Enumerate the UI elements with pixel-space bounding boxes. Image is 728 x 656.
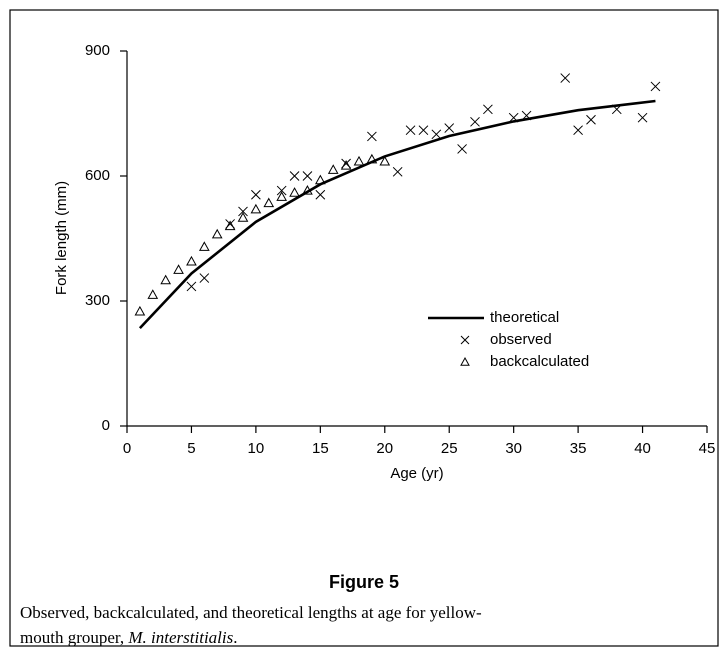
observed-point bbox=[508, 112, 519, 123]
y-axis-label: Fork length (mm) bbox=[53, 181, 70, 295]
x-tick-label: 30 bbox=[505, 440, 522, 457]
x-tick-label: 20 bbox=[376, 440, 393, 457]
observed-point bbox=[431, 129, 442, 140]
observed-point bbox=[405, 125, 416, 136]
caption-species: M. interstitialis bbox=[127, 628, 233, 647]
backcalculated-point bbox=[173, 264, 184, 274]
backcalculated-point bbox=[340, 160, 352, 170]
backcalculated-point bbox=[250, 203, 262, 214]
observed-point bbox=[418, 125, 429, 136]
caption-part: . bbox=[233, 628, 237, 647]
x-tick-label: 35 bbox=[570, 440, 587, 457]
backcalculated-point bbox=[147, 289, 159, 299]
backcalculated-point bbox=[198, 241, 210, 251]
backcalculated-point bbox=[327, 164, 339, 174]
backcalculated-point bbox=[160, 274, 172, 285]
frame bbox=[9, 9, 719, 647]
legend-label: backcalculated bbox=[490, 353, 589, 370]
observed-point bbox=[457, 144, 467, 154]
backcalculated-point bbox=[353, 155, 365, 166]
observed-point bbox=[276, 185, 287, 196]
observed-point bbox=[560, 73, 571, 83]
caption: mouth grouper, M. interstitialis. bbox=[20, 628, 237, 647]
backcalculated-point bbox=[237, 212, 249, 222]
backcalculated-point bbox=[379, 155, 391, 166]
y-tick-label: 900 bbox=[85, 42, 110, 59]
caption-part: mouth grouper, bbox=[20, 628, 128, 647]
observed-point bbox=[521, 110, 532, 121]
observed-point bbox=[186, 281, 197, 292]
observed-point bbox=[650, 81, 661, 92]
backcalculated-point bbox=[211, 228, 223, 239]
x-tick-label: 15 bbox=[312, 440, 329, 457]
x-tick-label: 5 bbox=[187, 440, 195, 457]
backcalculated-point bbox=[134, 305, 146, 316]
observed-point bbox=[289, 171, 300, 181]
figure-label: Figure 5 bbox=[329, 572, 399, 592]
observed-point bbox=[251, 189, 261, 200]
observed-point bbox=[392, 166, 403, 177]
observed-point bbox=[238, 206, 248, 217]
y-tick-label: 300 bbox=[85, 292, 110, 309]
legend-marker bbox=[460, 335, 470, 345]
observed-point bbox=[444, 123, 455, 133]
y-tick-label: 600 bbox=[85, 167, 110, 184]
x-tick-label: 10 bbox=[248, 440, 265, 457]
caption: Observed, backcalculated, and theoretica… bbox=[20, 603, 482, 622]
backcalculated-point bbox=[302, 185, 313, 195]
backcalculated-point bbox=[314, 174, 326, 185]
observed-point bbox=[199, 273, 210, 283]
backcalculated-point bbox=[276, 191, 288, 201]
observed-point bbox=[367, 131, 377, 142]
observed-point bbox=[586, 114, 596, 125]
observed-point bbox=[470, 116, 480, 127]
observed-point bbox=[302, 171, 313, 181]
x-tick-label: 40 bbox=[634, 440, 651, 457]
backcalculated-point bbox=[224, 220, 236, 231]
observed-point bbox=[637, 112, 648, 123]
backcalculated-point bbox=[186, 255, 197, 266]
observed-point bbox=[315, 189, 326, 200]
x-tick-label: 0 bbox=[123, 440, 131, 457]
x-axis-label: Age (yr) bbox=[390, 465, 443, 482]
y-tick-label: 0 bbox=[102, 417, 110, 434]
x-tick-label: 45 bbox=[699, 440, 716, 457]
x-tick-label: 25 bbox=[441, 440, 458, 457]
theoretical-line bbox=[138, 99, 656, 329]
backcalculated-point bbox=[289, 187, 300, 197]
legend-marker bbox=[460, 356, 470, 366]
observed-point bbox=[611, 104, 622, 115]
observed-point bbox=[573, 125, 583, 136]
observed-point bbox=[483, 104, 493, 115]
legend-label: theoretical bbox=[490, 309, 559, 326]
backcalculated-point bbox=[263, 197, 275, 208]
legend-label: observed bbox=[490, 331, 552, 348]
backcalculated-point bbox=[366, 153, 378, 164]
